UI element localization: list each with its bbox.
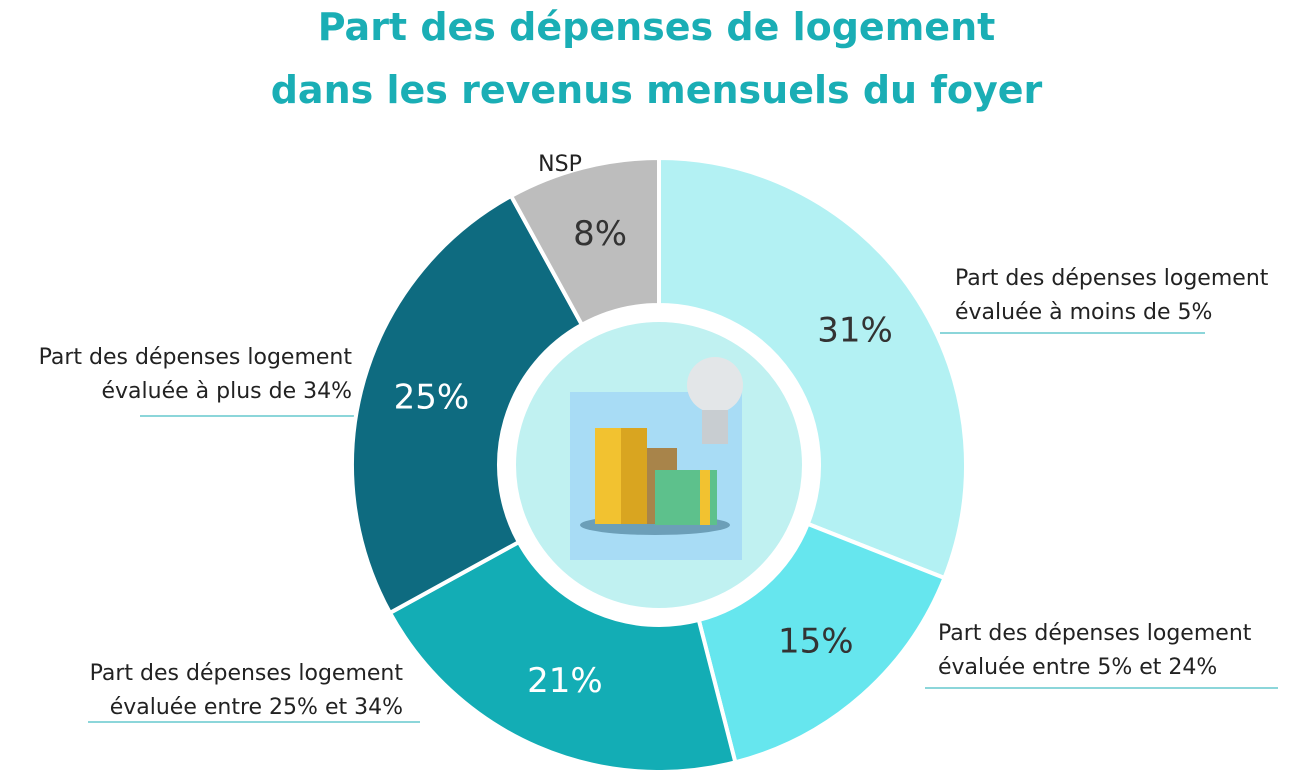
- slice: [696, 521, 948, 765]
- icon: [570, 357, 743, 560]
- value-label: 25%: [394, 377, 470, 417]
- value-label: 21%: [527, 661, 603, 701]
- category-label: Part des dépenses logement évaluée à plu…: [38, 345, 352, 404]
- value-label: 31%: [817, 310, 893, 350]
- category-label: Part des dépenses logement évaluée entre…: [938, 621, 1252, 680]
- chart-title: Part des dépenses de logement: [317, 5, 996, 49]
- chart-title: dans les revenus mensuels du foyer: [270, 68, 1043, 112]
- value-label: 8%: [573, 214, 627, 254]
- category-label: Part des dépenses logement évaluée à moi…: [955, 266, 1269, 325]
- slice: [350, 193, 585, 616]
- category-label: Part des dépenses logement évaluée entre…: [89, 661, 403, 720]
- slice: [508, 155, 661, 328]
- slice: [657, 155, 968, 581]
- slice: [387, 539, 738, 770]
- leader-lines: [88, 332, 1278, 723]
- category-label: NSP: [538, 152, 582, 177]
- value-label: 15%: [778, 621, 854, 661]
